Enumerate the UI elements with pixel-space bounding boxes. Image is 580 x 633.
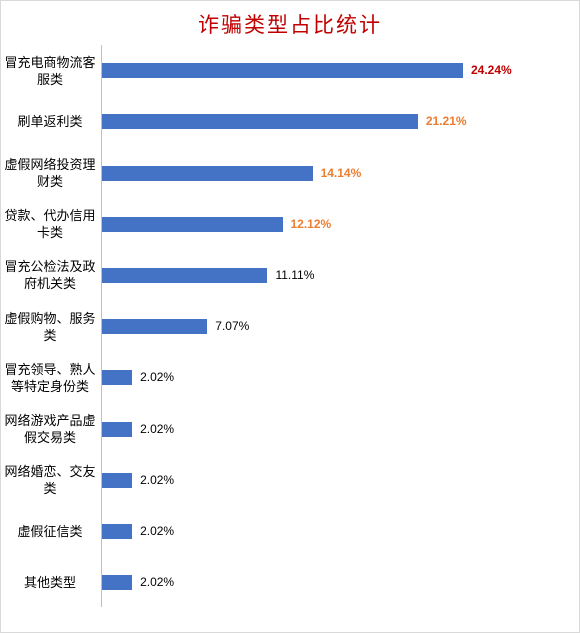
- bar: [102, 370, 133, 386]
- value-label: 2.02%: [140, 421, 175, 436]
- category-label: 网络游戏产品虚假交易类: [4, 413, 96, 445]
- value-label: 2.02%: [140, 370, 175, 385]
- bar: [102, 114, 418, 130]
- value-label: 7.07%: [215, 319, 250, 334]
- bar: [102, 472, 133, 488]
- category-axis: [101, 45, 102, 607]
- category-label: 虚假网络投资理财类: [4, 157, 96, 189]
- bar: [102, 267, 268, 283]
- category-label: 刷单返利类: [17, 114, 83, 130]
- bar: [102, 165, 313, 181]
- bar: [102, 63, 463, 79]
- category-label: 冒充领导、熟人等特定身份类: [4, 361, 96, 394]
- category-label: 冒充电商物流客服类: [4, 54, 96, 87]
- category-label: 网络婚恋、交友类: [4, 464, 96, 497]
- category-label: 其他类型: [23, 575, 76, 591]
- category-label: 贷款、代办信用卡类: [4, 208, 96, 241]
- value-label: 12.12%: [290, 216, 332, 231]
- bar: [102, 575, 133, 591]
- value-label: 24.24%: [471, 63, 512, 78]
- value-label: 2.02%: [140, 523, 175, 538]
- value-label: 21.21%: [425, 114, 467, 129]
- value-label: 2.02%: [140, 472, 175, 487]
- category-label: 虚假征信类: [17, 523, 83, 539]
- category-label: 虚假购物、服务类: [4, 310, 96, 343]
- value-label: 11.11%: [275, 267, 315, 282]
- value-label: 2.02%: [140, 575, 175, 590]
- bar: [102, 319, 208, 335]
- bar: [102, 421, 133, 437]
- bar: [102, 216, 283, 232]
- category-label: 冒充公检法及政府机关类: [4, 259, 96, 292]
- chart-title: 诈骗类型占比统计: [198, 14, 382, 37]
- bar: [102, 523, 133, 539]
- value-label: 14.14%: [320, 165, 362, 180]
